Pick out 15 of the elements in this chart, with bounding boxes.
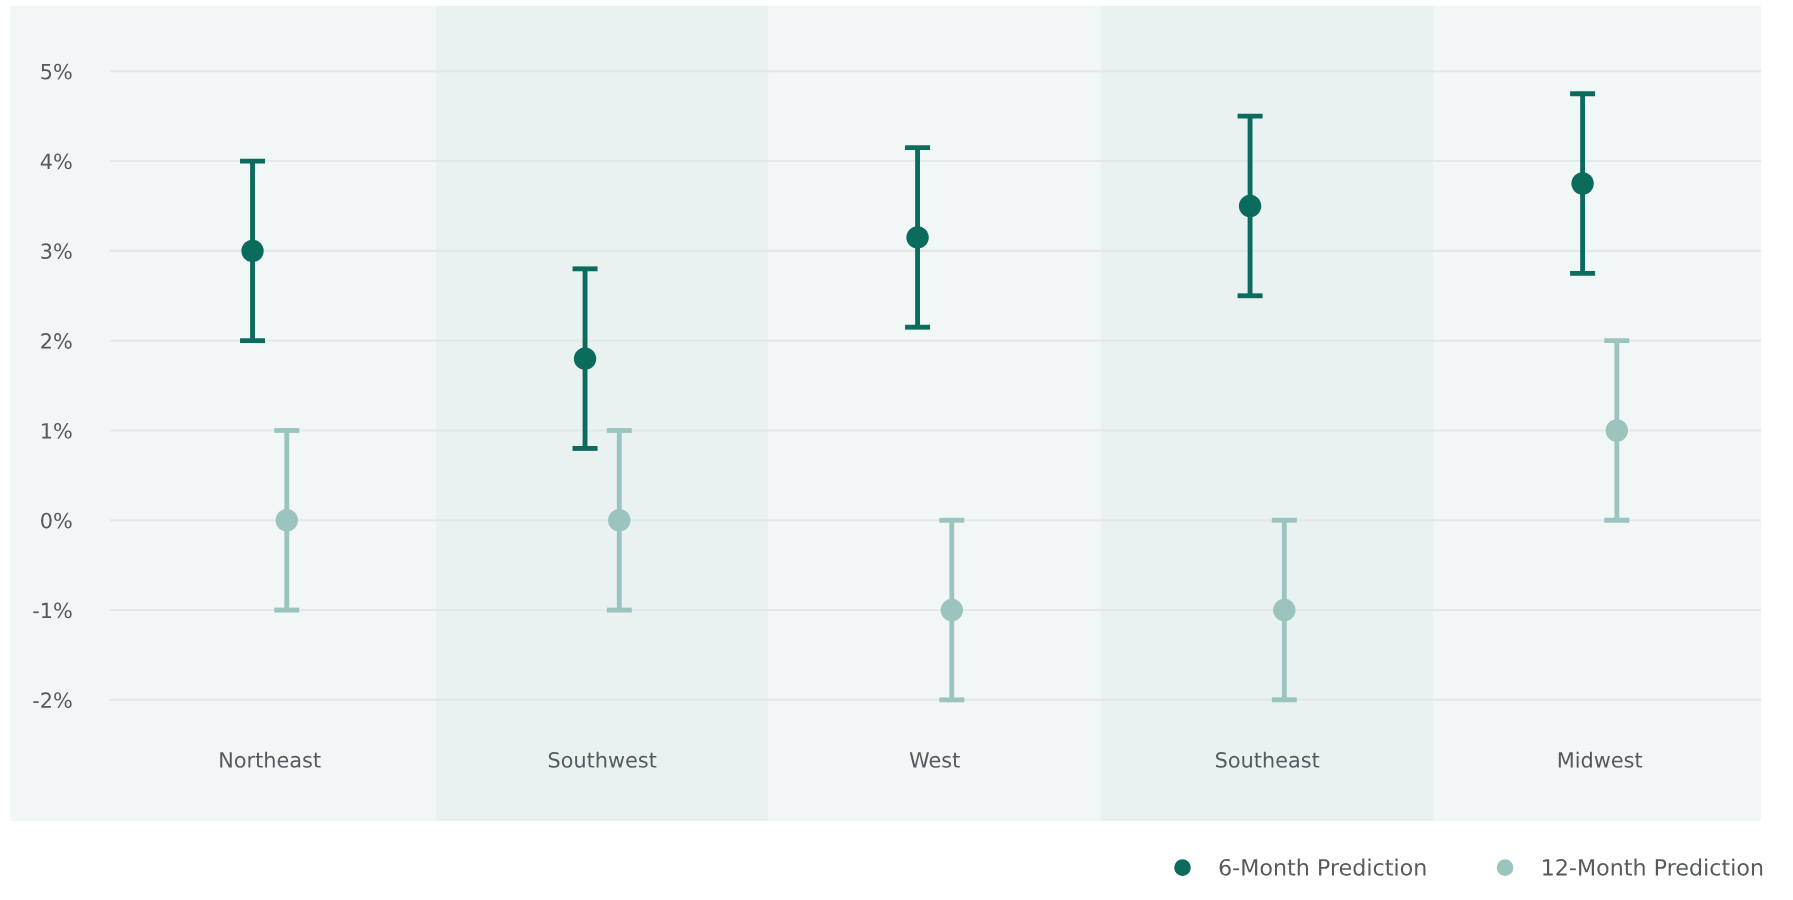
legend-label: 12-Month Prediction [1543, 858, 1763, 876]
y-tick-label: 5% [41, 63, 72, 80]
y-tick-label: -2% [33, 692, 72, 709]
y-tick-label: 4% [40, 153, 72, 170]
legend-label: 6-Month Prediction [1219, 858, 1426, 876]
x-tick-label: Southwest [548, 751, 657, 768]
x-tick-label: Southeast [1215, 751, 1320, 768]
x-tick-label: West [909, 752, 960, 768]
y-tick-label: 2% [41, 333, 72, 349]
y-tick-label: 0% [41, 512, 72, 529]
x-tick-label: Northeast [220, 751, 321, 768]
y-tick-label: -1% [33, 602, 72, 619]
y-tick-label: 1% [42, 422, 72, 439]
x-tick-label: Midwest [1558, 751, 1643, 768]
y-tick-label: 3% [41, 243, 72, 260]
